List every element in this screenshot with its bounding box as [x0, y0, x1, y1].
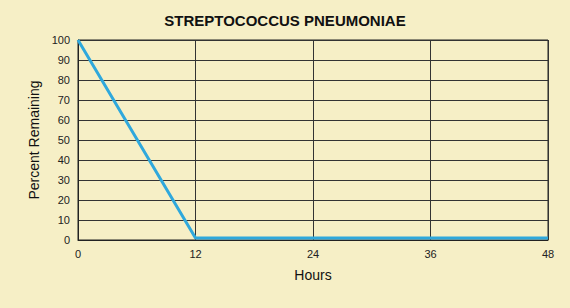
svg-text:36: 36: [424, 248, 436, 260]
svg-text:Hours: Hours: [294, 267, 331, 283]
svg-text:Percent Remaining: Percent Remaining: [26, 80, 42, 199]
svg-text:40: 40: [58, 154, 70, 166]
svg-text:12: 12: [189, 248, 201, 260]
svg-text:10: 10: [58, 214, 70, 226]
svg-text:0: 0: [64, 234, 70, 246]
svg-text:70: 70: [58, 94, 70, 106]
svg-text:STREPTOCOCCUS PNEUMONIAE: STREPTOCOCCUS PNEUMONIAE: [164, 12, 405, 29]
svg-text:90: 90: [58, 54, 70, 66]
svg-text:80: 80: [58, 74, 70, 86]
svg-text:20: 20: [58, 194, 70, 206]
svg-text:100: 100: [52, 34, 70, 46]
svg-text:60: 60: [58, 114, 70, 126]
svg-text:0: 0: [75, 248, 81, 260]
svg-text:30: 30: [58, 174, 70, 186]
svg-text:48: 48: [542, 248, 554, 260]
svg-text:24: 24: [307, 248, 319, 260]
svg-text:50: 50: [58, 134, 70, 146]
